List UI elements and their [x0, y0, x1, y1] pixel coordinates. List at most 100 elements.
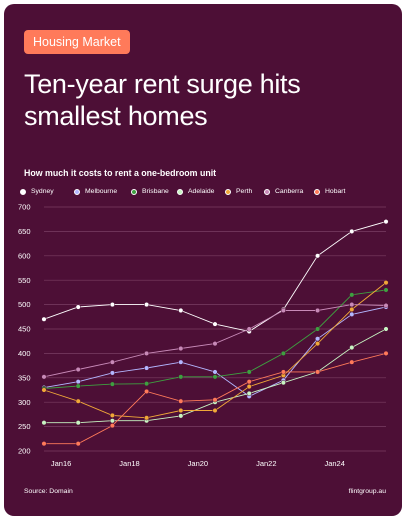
data-point-hobart [41, 441, 47, 447]
chart-legend: Sydney Melbourne Brisbane Adelaide Perth Canb… [20, 188, 400, 200]
data-point-canberra [315, 307, 321, 314]
data-point-hobart [109, 423, 115, 429]
data-point-canberra [75, 366, 81, 373]
legend-swatch [264, 188, 270, 195]
data-point-adelaide [246, 390, 252, 396]
data-point-canberra [178, 345, 184, 352]
legend-label: Melbourne [85, 188, 118, 195]
y-tick-label: 300 [18, 398, 31, 407]
data-point-canberra [212, 341, 218, 347]
legend-item-melbourne: Melbourne [74, 188, 117, 195]
data-point-adelaide [349, 344, 355, 351]
data-point-brisbane [212, 374, 218, 380]
data-point-brisbane [315, 326, 321, 332]
source-note: Source: Domain [24, 488, 73, 495]
y-tick-label: 350 [18, 373, 31, 382]
legend-item-sydney: Sydney [20, 188, 54, 195]
data-point-hobart [383, 350, 389, 356]
y-tick-label: 700 [18, 203, 31, 212]
data-point-sydney [383, 219, 389, 225]
data-point-canberra [280, 307, 286, 314]
data-point-sydney [349, 228, 355, 234]
y-tick-label: 400 [18, 349, 31, 358]
data-point-melbourne [178, 359, 184, 365]
data-point-brisbane [383, 287, 389, 293]
x-tick-label: Jan22 [256, 459, 276, 468]
data-point-melbourne [144, 365, 150, 371]
data-point-perth [349, 306, 355, 313]
data-point-perth [41, 387, 47, 393]
data-point-hobart [178, 398, 184, 404]
chart-subtitle: How much it costs to rent a one-bedroom … [24, 168, 217, 178]
data-point-brisbane [75, 383, 81, 389]
data-point-melbourne [315, 336, 321, 342]
legend-swatch [225, 188, 231, 195]
y-tick-label: 450 [18, 325, 31, 334]
legend-item-hobart: Hobart [314, 188, 345, 195]
x-tick-label: Jan18 [119, 459, 139, 468]
data-point-hobart [212, 397, 218, 403]
legend-swatch [131, 188, 137, 195]
legend-label: Perth [236, 188, 253, 195]
y-tick-label: 250 [18, 422, 31, 431]
y-tick-label: 650 [18, 227, 31, 236]
series-line-sydney [43, 221, 387, 332]
data-point-adelaide [280, 380, 286, 386]
legend-swatch [74, 188, 80, 195]
data-point-brisbane [109, 381, 115, 387]
data-point-hobart [246, 379, 252, 385]
data-point-hobart [315, 369, 321, 375]
legend-item-perth: Perth [225, 188, 252, 195]
data-point-hobart [349, 359, 355, 365]
series-line-melbourne [43, 306, 387, 397]
y-tick-label: 550 [18, 276, 31, 285]
infographic-card: Housing Market Ten-year rent surge hits … [4, 4, 402, 516]
data-point-hobart [280, 369, 286, 375]
data-point-adelaide [75, 420, 81, 426]
data-point-perth [109, 412, 115, 418]
data-point-perth [383, 280, 389, 286]
data-point-canberra [109, 359, 115, 365]
data-point-perth [315, 341, 321, 347]
data-point-sydney [41, 316, 47, 322]
legend-swatch [314, 188, 320, 195]
data-point-melbourne [109, 370, 115, 376]
data-point-adelaide [178, 413, 184, 419]
legend-label: Adelaide [188, 188, 215, 195]
data-point-adelaide [109, 418, 115, 424]
legend-item-brisbane: Brisbane [131, 188, 169, 195]
data-point-perth [246, 384, 252, 390]
legend-label: Canberra [275, 188, 304, 195]
data-point-hobart [144, 388, 150, 395]
data-point-sydney [315, 253, 321, 259]
data-point-sydney [144, 302, 150, 308]
y-tick-label: 500 [18, 300, 31, 309]
data-point-sydney [178, 307, 184, 314]
data-point-brisbane [246, 369, 252, 375]
page-title: Ten-year rent surge hits smallest homes [24, 69, 301, 131]
legend-label: Hobart [325, 188, 346, 195]
data-point-canberra [246, 326, 252, 332]
data-point-sydney [75, 304, 81, 310]
data-point-perth [178, 407, 184, 414]
data-point-melbourne [75, 379, 81, 385]
y-tick-label: 200 [18, 447, 31, 456]
data-point-melbourne [349, 311, 355, 317]
y-tick-label: 600 [18, 251, 31, 260]
legend-item-canberra: Canberra [264, 188, 303, 195]
data-point-hobart [75, 441, 81, 447]
data-point-adelaide [41, 420, 47, 426]
legend-label: Brisbane [142, 188, 169, 195]
data-point-perth [75, 398, 81, 404]
data-point-brisbane [178, 374, 184, 380]
data-point-canberra [144, 350, 150, 356]
data-point-adelaide [383, 326, 389, 332]
category-tag: Housing Market [24, 30, 130, 54]
x-tick-label: Jan20 [188, 459, 208, 468]
data-point-perth [212, 407, 218, 414]
legend-item-adelaide: Adelaide [177, 188, 214, 195]
legend-swatch [20, 188, 26, 195]
data-point-brisbane [280, 350, 286, 356]
data-point-perth [144, 415, 150, 421]
data-point-canberra [349, 302, 355, 308]
